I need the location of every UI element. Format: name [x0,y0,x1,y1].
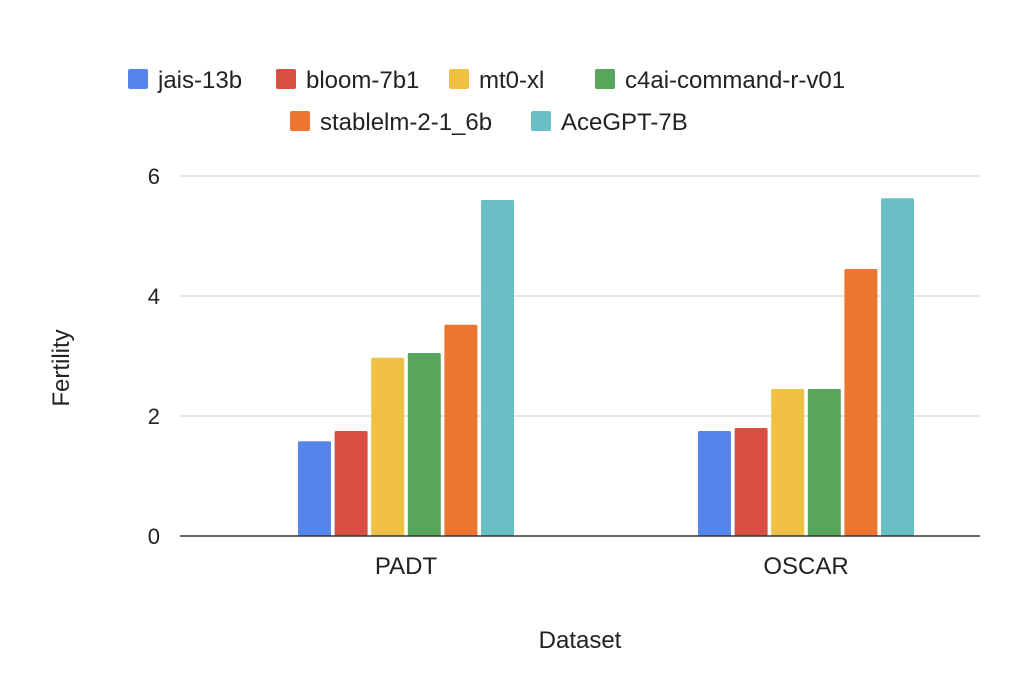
legend-item-jais-13b: jais-13b [128,67,242,94]
legend-item-AceGPT-7B: AceGPT-7B [531,109,688,136]
bar-jais-13b-OSCAR [698,431,731,536]
x-axis-title: Dataset [539,627,622,654]
y-tick-label: 4 [148,284,160,309]
bar-bloom-7b1-PADT [334,431,368,536]
legend-label: mt0-xl [479,67,544,94]
legend-swatch [449,69,469,89]
legend-item-mt0-xl: mt0-xl [449,67,544,94]
bar-mt0-xl-PADT [371,357,405,536]
x-tick-label: PADT [375,553,438,580]
legend-swatch [531,111,551,131]
y-tick-label: 2 [148,404,160,429]
bar-jais-13b-PADT [298,441,331,536]
legend-label: bloom-7b1 [306,67,419,94]
legend-label: c4ai-command-r-v01 [625,67,845,94]
legend-label: stablelm-2-1_6b [320,109,492,136]
bar-stablelm-2-1_6b-OSCAR [844,269,878,536]
legend-item-stablelm-2-1_6b: stablelm-2-1_6b [290,109,492,136]
chart-bars [298,198,914,536]
legend-item-bloom-7b1: bloom-7b1 [276,67,419,94]
bar-stablelm-2-1_6b-PADT [444,324,478,536]
bar-c4ai-command-r-v01-OSCAR [807,389,841,536]
bar-mt0-xl-OSCAR [771,389,805,536]
y-tick-label: 0 [148,524,160,549]
legend-swatch [276,69,296,89]
y-axis-ticks: 0 2 4 6 [148,164,160,549]
x-tick-label: OSCAR [763,553,848,580]
bar-AceGPT-7B-OSCAR [881,198,914,536]
legend-label: AceGPT-7B [561,109,688,136]
y-axis-title: Fertility [48,329,75,406]
chart-legend: jais-13b bloom-7b1 mt0-xl c4ai-command-r-v0… [128,67,845,136]
legend-label: jais-13b [157,67,242,94]
legend-swatch [595,69,615,89]
legend-item-c4ai-command-r-v01: c4ai-command-r-v01 [595,67,845,94]
legend-swatch [290,111,310,131]
bar-c4ai-command-r-v01-PADT [407,353,441,536]
bar-bloom-7b1-OSCAR [734,428,768,536]
legend-swatch [128,69,148,89]
x-axis-ticks: PADT OSCAR [375,553,849,580]
bar-AceGPT-7B-PADT [481,200,514,536]
y-tick-label: 6 [148,164,160,189]
